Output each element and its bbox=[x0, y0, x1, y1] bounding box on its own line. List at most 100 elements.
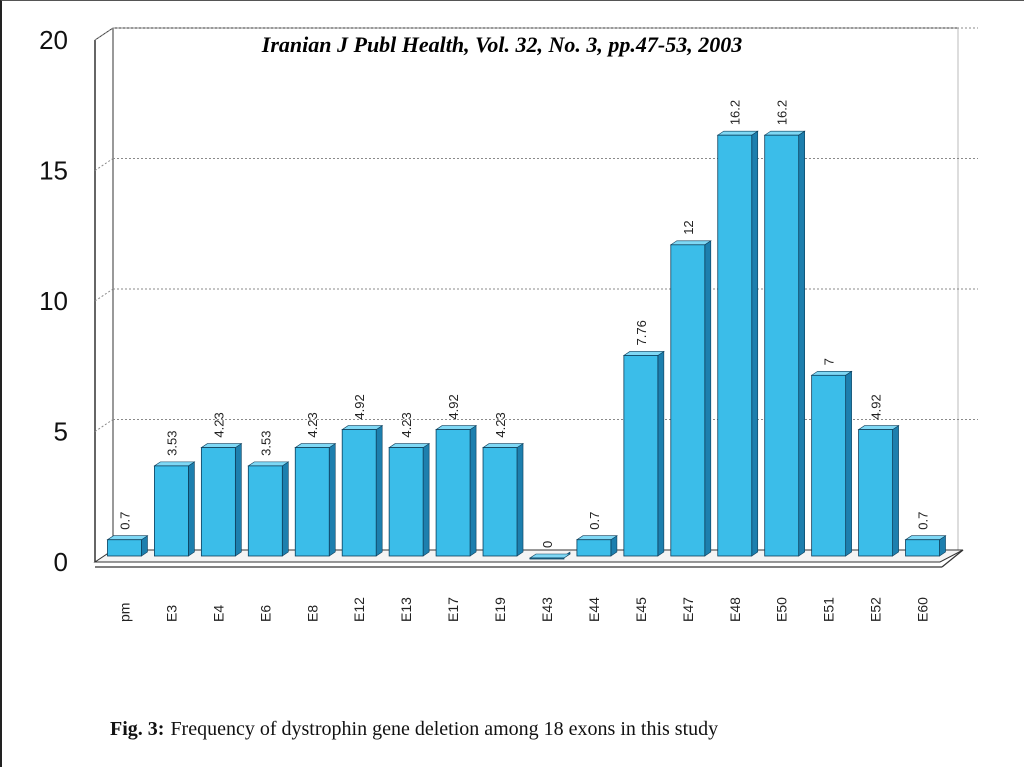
x-tick-label: E47 bbox=[680, 597, 696, 622]
journal-citation: Iranian J Publ Health, Vol. 32, No. 3, p… bbox=[0, 32, 1024, 58]
x-axis-depth bbox=[941, 549, 964, 568]
bar bbox=[858, 429, 893, 557]
bar bbox=[107, 539, 142, 557]
x-tick-label: E45 bbox=[633, 597, 649, 622]
y-tick-label: 10 bbox=[39, 286, 68, 316]
value-label: 4.23 bbox=[493, 412, 508, 437]
bar-E52 bbox=[857, 425, 900, 557]
value-label: 4.92 bbox=[869, 394, 884, 419]
y-tick-label: 5 bbox=[54, 417, 68, 447]
gridline-side bbox=[94, 158, 114, 171]
bar-E4 bbox=[200, 443, 243, 557]
bar-E51 bbox=[810, 370, 853, 557]
value-label: 3.53 bbox=[258, 431, 273, 456]
bar-side bbox=[469, 425, 477, 557]
bar-pm bbox=[106, 535, 149, 557]
value-label: 0 bbox=[540, 541, 555, 548]
bar-E13 bbox=[388, 443, 431, 557]
bar-side bbox=[657, 350, 665, 557]
bar-side bbox=[188, 461, 195, 557]
value-label: 3.53 bbox=[164, 431, 179, 456]
bar-E50 bbox=[763, 130, 806, 557]
value-label: 4.92 bbox=[352, 394, 367, 419]
y-tick-label: 20 bbox=[39, 25, 68, 55]
x-tick-label: E12 bbox=[351, 597, 367, 622]
gridline-side bbox=[94, 419, 114, 432]
side-wall-top bbox=[94, 27, 114, 41]
bar-top bbox=[341, 425, 384, 430]
gridline-side bbox=[94, 288, 114, 302]
bar-side bbox=[375, 425, 383, 557]
bar-top bbox=[294, 443, 337, 448]
bar-top bbox=[716, 130, 759, 136]
figure-caption-text: Frequency of dystrophin gene deletion am… bbox=[170, 718, 719, 740]
bar-top bbox=[763, 130, 806, 136]
bar bbox=[200, 447, 236, 557]
x-tick-label: E4 bbox=[210, 605, 226, 622]
x-tick-label: E19 bbox=[492, 597, 508, 622]
bar-E47 bbox=[669, 240, 712, 557]
x-tick-label: E3 bbox=[163, 605, 179, 622]
x-tick-label: E17 bbox=[445, 597, 461, 622]
bar bbox=[529, 557, 565, 560]
bar-side bbox=[328, 443, 336, 557]
bar bbox=[905, 539, 940, 557]
bar bbox=[154, 465, 189, 557]
x-tick-label: E52 bbox=[868, 597, 884, 622]
bar bbox=[247, 465, 283, 557]
bar-E43 bbox=[528, 551, 571, 560]
bar-top bbox=[904, 535, 947, 541]
bar bbox=[388, 447, 424, 557]
bar-side bbox=[235, 443, 242, 557]
bar bbox=[576, 539, 612, 557]
bar-E44 bbox=[575, 535, 618, 557]
value-label: 0.7 bbox=[587, 512, 602, 530]
value-label: 16.2 bbox=[775, 100, 790, 125]
bar bbox=[341, 429, 377, 557]
bar-top bbox=[435, 425, 478, 430]
citation-text: Iranian J Publ Health, Vol. 32, No. 3, p… bbox=[261, 32, 743, 57]
y-tick-label: 15 bbox=[39, 156, 68, 186]
value-label: 4.23 bbox=[305, 412, 320, 437]
bar bbox=[435, 429, 471, 557]
value-label: 4.23 bbox=[399, 412, 414, 437]
bar-top bbox=[388, 443, 431, 448]
bar-side bbox=[751, 130, 759, 557]
bar-top bbox=[528, 553, 571, 559]
bar-E17 bbox=[435, 425, 478, 557]
bar-side bbox=[704, 240, 712, 557]
bar-side bbox=[798, 130, 805, 557]
bar-side bbox=[516, 443, 524, 557]
bar bbox=[717, 134, 753, 557]
figure-label: Fig. 3: bbox=[110, 718, 165, 740]
x-tick-label: E51 bbox=[821, 597, 837, 622]
x-tick-label: E6 bbox=[257, 605, 273, 622]
bar-side bbox=[845, 370, 852, 557]
bar-E6 bbox=[247, 461, 290, 557]
bar bbox=[811, 374, 847, 557]
y-tick-label: 0 bbox=[54, 547, 68, 577]
bar-E3 bbox=[153, 461, 196, 557]
figure-caption: Fig. 3: Frequency of dystrophin gene dele… bbox=[110, 718, 718, 741]
bar-E60 bbox=[904, 535, 947, 557]
bar-E8 bbox=[294, 443, 337, 557]
bar bbox=[623, 355, 659, 557]
x-tick-label: E50 bbox=[774, 597, 790, 622]
x-tick-label: E60 bbox=[915, 597, 931, 622]
bar-E12 bbox=[341, 425, 384, 557]
bar-E48 bbox=[716, 130, 759, 557]
bar-top bbox=[200, 443, 243, 448]
bar-top bbox=[810, 370, 853, 376]
bar-top bbox=[153, 461, 196, 467]
x-tick-label: E44 bbox=[586, 597, 602, 622]
bar-side bbox=[422, 443, 430, 557]
x-tick-label: E43 bbox=[539, 597, 555, 622]
bar-top bbox=[669, 240, 712, 246]
x-tick-label: E13 bbox=[398, 597, 414, 622]
bar bbox=[294, 447, 330, 557]
bar-E45 bbox=[622, 350, 665, 557]
bar-side bbox=[282, 461, 289, 557]
bar-top bbox=[857, 425, 900, 430]
